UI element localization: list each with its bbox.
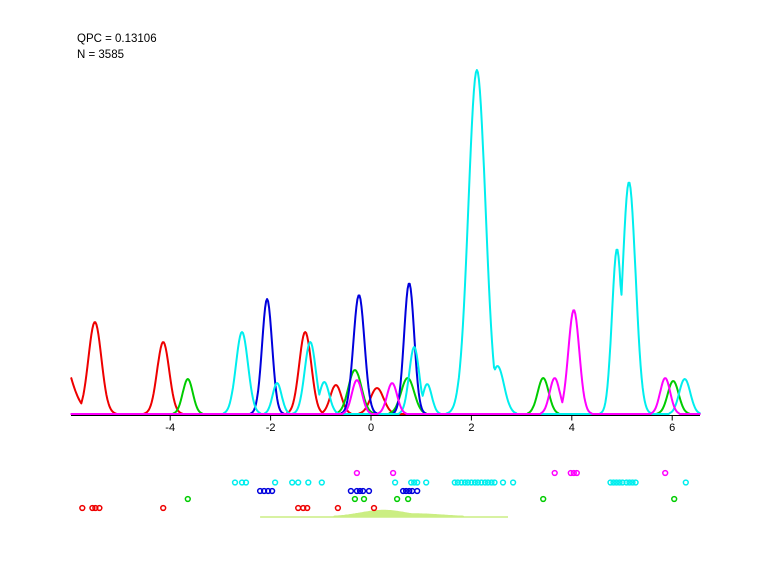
- rug-point-blue: [347, 487, 355, 495]
- rug-point-cyan: [408, 479, 415, 486]
- x-tick-label: 4: [568, 422, 575, 434]
- rug-point-green: [360, 495, 368, 503]
- rug-point-magenta: [570, 469, 577, 477]
- rug-point-blue: [359, 487, 367, 495]
- rug-point-red: [79, 504, 86, 512]
- density-curve-cyan: [211, 69, 701, 415]
- rug-point-blue: [414, 487, 421, 495]
- rug-point-red: [160, 504, 167, 512]
- x-tick-label: 6: [669, 422, 676, 434]
- rug-point-cyan: [484, 479, 492, 486]
- rug-point-cyan: [607, 479, 614, 486]
- overall-density-area: [260, 509, 508, 518]
- rug-point-cyan: [491, 479, 498, 486]
- rug-point-magenta: [573, 469, 580, 477]
- rug-point-cyan: [471, 479, 479, 486]
- rug-point-red: [295, 504, 302, 512]
- rug-point-magenta: [567, 469, 574, 477]
- rug-point-green: [393, 495, 401, 503]
- qpc-value-text: QPC = 0.13106: [77, 33, 157, 45]
- rug-point-cyan: [238, 479, 246, 486]
- stats-annotation: QPC = 0.13106 N = 3585: [77, 31, 157, 63]
- rug-point-cyan: [478, 479, 485, 486]
- rug-point-cyan: [464, 479, 472, 486]
- rug-point-cyan: [411, 479, 418, 486]
- rug-point-red: [96, 504, 103, 512]
- rug-point-magenta: [389, 469, 397, 477]
- rug-point-cyan: [423, 479, 430, 486]
- rug-point-blue: [402, 487, 410, 495]
- rug-point-cyan: [474, 479, 482, 486]
- rug-point-green: [184, 495, 191, 503]
- rug-point-cyan: [458, 479, 465, 486]
- rug-point-green: [671, 495, 678, 503]
- density-curve-magenta: [70, 309, 701, 415]
- rug-point-magenta: [353, 469, 361, 477]
- rug-point-cyan: [610, 479, 617, 486]
- rug-point-blue: [260, 487, 268, 495]
- rug-point-cyan: [629, 479, 636, 486]
- rug-point-cyan: [613, 479, 620, 486]
- rug-point-blue: [268, 487, 276, 495]
- rug-point-cyan: [461, 479, 469, 486]
- rug-point-green: [404, 495, 412, 503]
- rug-point-blue: [365, 487, 373, 495]
- sample-count-text: N = 3585: [77, 49, 124, 61]
- rug-point-cyan: [623, 479, 630, 486]
- x-tick-label: 0: [367, 422, 375, 434]
- rug-point-cyan: [318, 479, 325, 486]
- rug-point-cyan: [481, 479, 489, 486]
- rug-point-magenta: [551, 469, 558, 477]
- rug-point-cyan: [619, 479, 626, 486]
- rug-point-cyan: [231, 479, 239, 486]
- rug-point-red: [89, 504, 96, 512]
- rug-point-cyan: [305, 479, 312, 486]
- rug-point-cyan: [499, 479, 507, 486]
- rug-point-cyan: [616, 479, 623, 486]
- rug-point-cyan: [295, 479, 302, 486]
- rug-point-cyan: [626, 479, 633, 486]
- rug-point-cyan: [414, 479, 421, 486]
- rug-point-blue: [264, 487, 272, 495]
- rug-point-blue: [356, 487, 364, 495]
- rug-point-cyan: [632, 479, 639, 486]
- rug-point-blue: [399, 487, 407, 495]
- rug-point-red: [334, 504, 342, 512]
- rug-point-red: [300, 504, 307, 512]
- rug-point-cyan: [289, 479, 296, 486]
- rug-point-blue: [353, 487, 361, 495]
- rug-point-cyan: [391, 479, 399, 486]
- rug-point-magenta: [662, 469, 669, 477]
- rug-point-cyan: [488, 479, 495, 486]
- rug-point-cyan: [509, 479, 517, 486]
- rug-point-cyan: [468, 479, 475, 486]
- rug-point-cyan: [682, 479, 689, 486]
- rug-point-cyan: [451, 479, 458, 486]
- x-tick-label: -4: [165, 422, 176, 434]
- rug-point-green: [540, 495, 547, 503]
- rug-point-cyan: [271, 479, 279, 486]
- x-tick-label: -2: [265, 422, 276, 434]
- rug-point-red: [370, 504, 378, 512]
- rug-point-blue: [256, 487, 264, 495]
- rug-point-blue: [406, 487, 413, 495]
- rug-point-red: [304, 504, 311, 512]
- rug-point-red: [92, 504, 99, 512]
- rug-point-cyan: [454, 479, 461, 486]
- x-tick-label: 2: [468, 422, 475, 434]
- rug-point-green: [351, 495, 359, 503]
- rug-point-cyan: [242, 479, 250, 486]
